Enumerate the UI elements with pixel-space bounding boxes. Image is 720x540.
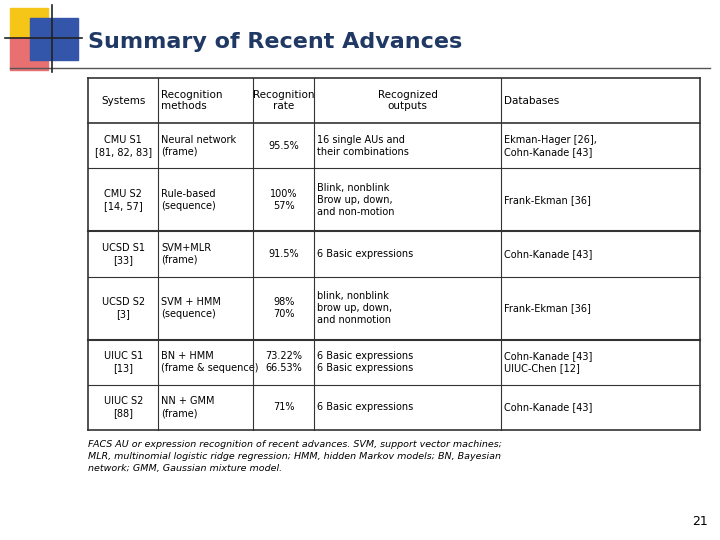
Bar bbox=[10, 8, 48, 40]
Text: 91.5%: 91.5% bbox=[269, 249, 299, 259]
Text: Frank-Ekman [36]: Frank-Ekman [36] bbox=[504, 195, 591, 205]
Text: 16 single AUs and
their combinations: 16 single AUs and their combinations bbox=[318, 134, 409, 157]
Text: UCSD S1
[33]: UCSD S1 [33] bbox=[102, 243, 145, 265]
Text: 6 Basic expressions
6 Basic expressions: 6 Basic expressions 6 Basic expressions bbox=[318, 352, 414, 373]
Text: CMU S1
[81, 82, 83]: CMU S1 [81, 82, 83] bbox=[94, 134, 152, 157]
Text: SVM + HMM
(sequence): SVM + HMM (sequence) bbox=[161, 297, 221, 319]
Text: 21: 21 bbox=[692, 515, 708, 528]
Text: 98%
70%: 98% 70% bbox=[273, 297, 294, 319]
Text: Rule-based
(sequence): Rule-based (sequence) bbox=[161, 189, 216, 211]
Text: 100%
57%: 100% 57% bbox=[270, 189, 297, 211]
Text: Neural network
(frame): Neural network (frame) bbox=[161, 134, 236, 157]
Text: FACS AU or expression recognition of recent advances. SVM, support vector machin: FACS AU or expression recognition of rec… bbox=[88, 440, 502, 472]
Text: Summary of Recent Advances: Summary of Recent Advances bbox=[88, 32, 462, 52]
Text: blink, nonblink
brow up, down,
and nonmotion: blink, nonblink brow up, down, and nonmo… bbox=[318, 291, 392, 325]
Text: Systems: Systems bbox=[101, 96, 145, 105]
Text: Recognized
outputs: Recognized outputs bbox=[378, 90, 438, 111]
Text: CMU S2
[14, 57]: CMU S2 [14, 57] bbox=[104, 189, 143, 211]
Text: Cohn-Kanade [43]: Cohn-Kanade [43] bbox=[504, 249, 593, 259]
Text: NN + GMM
(frame): NN + GMM (frame) bbox=[161, 396, 215, 419]
Text: 73.22%
66.53%: 73.22% 66.53% bbox=[266, 352, 302, 373]
Text: Recognition
rate: Recognition rate bbox=[253, 90, 315, 111]
Text: Databases: Databases bbox=[504, 96, 559, 105]
Text: 71%: 71% bbox=[273, 402, 294, 413]
Text: SVM+MLR
(frame): SVM+MLR (frame) bbox=[161, 243, 212, 265]
Text: UIUC S1
[13]: UIUC S1 [13] bbox=[104, 352, 143, 373]
Text: Cohn-Kanade [43]
UIUC-Chen [12]: Cohn-Kanade [43] UIUC-Chen [12] bbox=[504, 352, 593, 373]
Bar bbox=[10, 38, 48, 70]
Text: 6 Basic expressions: 6 Basic expressions bbox=[318, 249, 414, 259]
Text: UIUC S2
[88]: UIUC S2 [88] bbox=[104, 396, 143, 419]
Text: Ekman-Hager [26],
Cohn-Kanade [43]: Ekman-Hager [26], Cohn-Kanade [43] bbox=[504, 134, 597, 157]
Text: Blink, nonblink
Brow up, down,
and non-motion: Blink, nonblink Brow up, down, and non-m… bbox=[318, 183, 395, 217]
Text: BN + HMM
(frame & sequence): BN + HMM (frame & sequence) bbox=[161, 352, 259, 373]
Text: Cohn-Kanade [43]: Cohn-Kanade [43] bbox=[504, 402, 593, 413]
Text: Recognition
methods: Recognition methods bbox=[161, 90, 223, 111]
Text: Frank-Ekman [36]: Frank-Ekman [36] bbox=[504, 303, 591, 313]
Bar bbox=[30, 18, 78, 60]
Text: 95.5%: 95.5% bbox=[269, 141, 300, 151]
Text: UCSD S2
[3]: UCSD S2 [3] bbox=[102, 297, 145, 319]
Text: 6 Basic expressions: 6 Basic expressions bbox=[318, 402, 414, 413]
